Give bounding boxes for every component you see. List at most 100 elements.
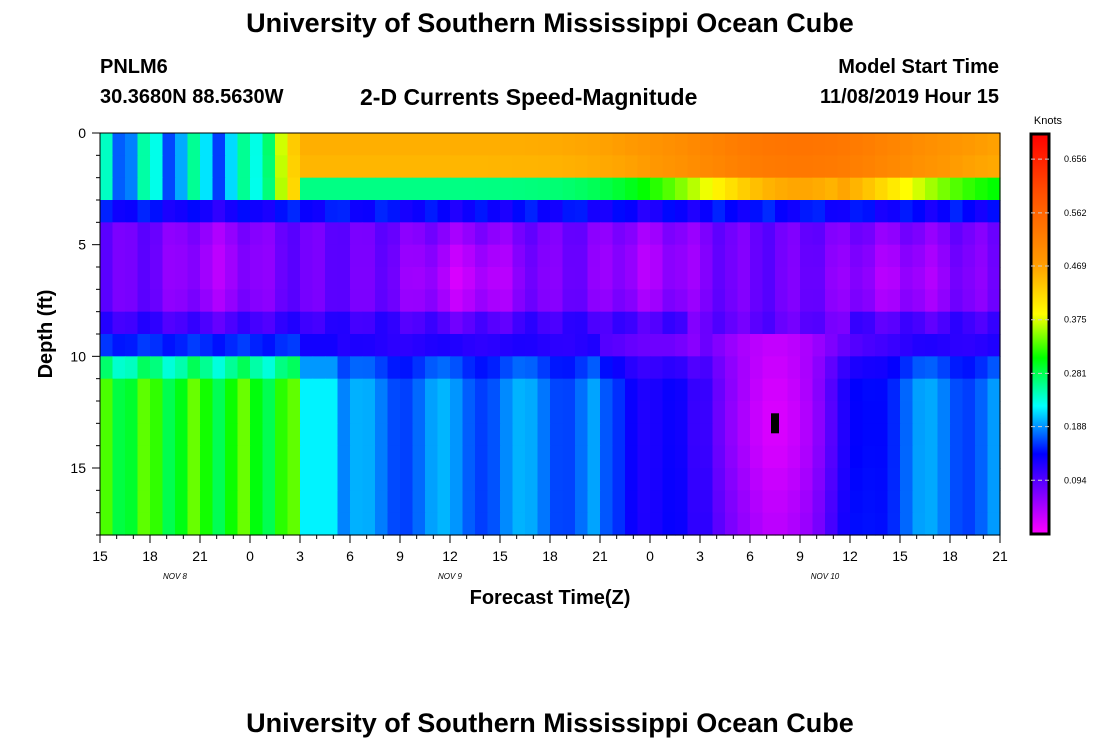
heatmap-cell xyxy=(287,244,301,268)
heatmap-cell xyxy=(337,267,351,290)
heatmap-cell xyxy=(437,155,451,179)
heatmap-cell xyxy=(900,445,914,469)
heatmap-cell xyxy=(525,222,539,246)
heatmap-cell xyxy=(300,311,314,335)
heatmap-cell xyxy=(250,468,264,491)
heatmap-cell xyxy=(262,490,276,514)
heatmap-cell xyxy=(812,289,826,313)
heatmap-cell xyxy=(725,356,739,380)
heatmap-cell xyxy=(712,334,726,357)
heatmap-cell xyxy=(550,334,564,357)
heatmap-cell xyxy=(675,177,689,201)
colorbar-tick-label: 0.094 xyxy=(1064,475,1087,485)
heatmap-cell xyxy=(375,490,389,514)
heatmap-cell xyxy=(637,200,651,223)
heatmap-cell xyxy=(987,155,1001,179)
heatmap-cell xyxy=(100,311,114,335)
heatmap-cell xyxy=(837,155,851,179)
heatmap-cell xyxy=(275,334,289,357)
heatmap-cell xyxy=(350,378,364,402)
heatmap-cell xyxy=(625,445,639,469)
heatmap-cell xyxy=(700,423,714,447)
heatmap-cell xyxy=(362,378,376,402)
heatmap-cell xyxy=(412,356,426,380)
heatmap-cell xyxy=(925,423,939,447)
heatmap-cell xyxy=(650,222,664,246)
heatmap-cell xyxy=(887,200,901,223)
heatmap-cell xyxy=(187,289,201,313)
heatmap-cell xyxy=(300,490,314,514)
heatmap-cell xyxy=(425,155,439,179)
heatmap-cell xyxy=(712,289,726,313)
heatmap-cell xyxy=(950,356,964,380)
heatmap-cell xyxy=(637,177,651,201)
heatmap-cell xyxy=(425,468,439,491)
heatmap-cell xyxy=(425,445,439,469)
heatmap-cell xyxy=(137,468,151,491)
heatmap-cell xyxy=(187,177,201,201)
heatmap-cell xyxy=(162,334,176,357)
heatmap-cell xyxy=(262,423,276,447)
heatmap-cell xyxy=(237,200,251,223)
heatmap-cell xyxy=(387,200,401,223)
heatmap-cell xyxy=(287,445,301,469)
heatmap-cell xyxy=(625,378,639,402)
heatmap-cell xyxy=(750,401,764,424)
heatmap-cell xyxy=(750,267,764,290)
heatmap-cell xyxy=(275,133,289,156)
heatmap-cell xyxy=(850,468,864,491)
heatmap-cell xyxy=(175,423,189,447)
heatmap-cell xyxy=(100,468,114,491)
heatmap-cell xyxy=(775,133,789,156)
heatmap-cell xyxy=(987,490,1001,514)
heatmap-cell xyxy=(975,222,989,246)
heatmap-cell xyxy=(675,468,689,491)
heatmap-cell xyxy=(900,244,914,268)
heatmap-cell xyxy=(712,512,726,536)
heatmap-cell xyxy=(500,334,514,357)
heatmap-cell xyxy=(750,334,764,357)
heatmap-cell xyxy=(737,423,751,447)
heatmap-cell xyxy=(987,289,1001,313)
heatmap-cell xyxy=(562,445,576,469)
heatmap-cell xyxy=(562,401,576,424)
heatmap-cell xyxy=(575,222,589,246)
heatmap-cell xyxy=(912,378,926,402)
heatmap-cell xyxy=(112,133,126,156)
heatmap-cell xyxy=(650,468,664,491)
heatmap-cell xyxy=(275,155,289,179)
heatmap-cell xyxy=(387,133,401,156)
heatmap-cell xyxy=(600,244,614,268)
heatmap-cell xyxy=(850,200,864,223)
heatmap-cell xyxy=(500,222,514,246)
heatmap-cell xyxy=(425,334,439,357)
heatmap-cell xyxy=(500,267,514,290)
heatmap-cell xyxy=(787,267,801,290)
heatmap-cell xyxy=(625,289,639,313)
heatmap-cell xyxy=(662,200,676,223)
heatmap-cell xyxy=(975,490,989,514)
heatmap-cell xyxy=(737,311,751,335)
heatmap-cell xyxy=(875,267,889,290)
heatmap-cell xyxy=(712,222,726,246)
heatmap-cell xyxy=(362,401,376,424)
heatmap-cell xyxy=(550,468,564,491)
heatmap-cell xyxy=(800,401,814,424)
heatmap-cell xyxy=(662,423,676,447)
heatmap-cell xyxy=(900,177,914,201)
heatmap-cell xyxy=(337,200,351,223)
heatmap-cell xyxy=(975,289,989,313)
heatmap-cell xyxy=(725,177,739,201)
heatmap-cell xyxy=(525,378,539,402)
heatmap-cell xyxy=(937,244,951,268)
heatmap-cell xyxy=(900,468,914,491)
heatmap-cell xyxy=(875,378,889,402)
heatmap-cell xyxy=(375,356,389,380)
heatmap-cell xyxy=(612,222,626,246)
colorbar-frame xyxy=(1029,132,1051,536)
heatmap-cell xyxy=(187,512,201,536)
heatmap-cell xyxy=(762,445,776,469)
heatmap-cell xyxy=(400,468,414,491)
heatmap-cell xyxy=(612,423,626,447)
heatmap-cell xyxy=(600,356,614,380)
